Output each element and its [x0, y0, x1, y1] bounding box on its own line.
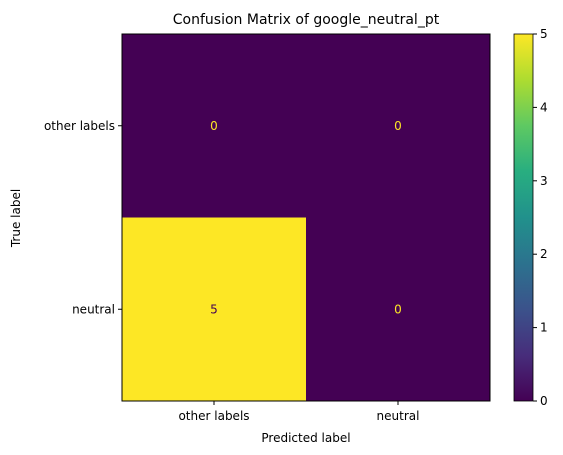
colorbar: [513, 33, 534, 402]
plot-frame: [121, 33, 491, 402]
colorbar-tick-label: 3: [540, 174, 548, 188]
heatmap-cells: [122, 34, 490, 401]
heatmap-cell: [306, 217, 490, 401]
colorbar-tick-label: 4: [540, 100, 548, 114]
y-axis-ticks: other labels neutral: [44, 119, 122, 316]
chart-title: Confusion Matrix of google_neutral_pt: [173, 12, 440, 28]
colorbar-ticks: 0 1 2 3 4 5: [533, 27, 548, 408]
x-axis-ticks: other labels neutral: [178, 401, 419, 423]
y-tick-label: other labels: [44, 119, 115, 133]
cell-value-label: 0: [210, 119, 218, 133]
cell-value-label: 0: [394, 119, 402, 133]
cell-value-labels: 0 0 5 0: [210, 119, 402, 317]
heatmap-cell: [306, 34, 490, 218]
cell-value-label: 5: [210, 302, 218, 316]
y-tick-label: neutral: [72, 302, 115, 316]
colorbar-tick-label: 1: [540, 321, 548, 335]
y-axis-label: True label: [9, 189, 23, 248]
heatmap-cell: [122, 217, 306, 401]
x-tick-label: other labels: [178, 409, 249, 423]
x-tick-label: neutral: [377, 409, 420, 423]
cell-value-label: 0: [394, 302, 402, 316]
colorbar-tick-label: 5: [540, 27, 548, 41]
heatmap-cell: [122, 34, 306, 218]
colorbar-tick-label: 2: [540, 247, 548, 261]
colorbar-tick-label: 0: [540, 394, 548, 408]
x-axis-label: Predicted label: [261, 431, 350, 445]
